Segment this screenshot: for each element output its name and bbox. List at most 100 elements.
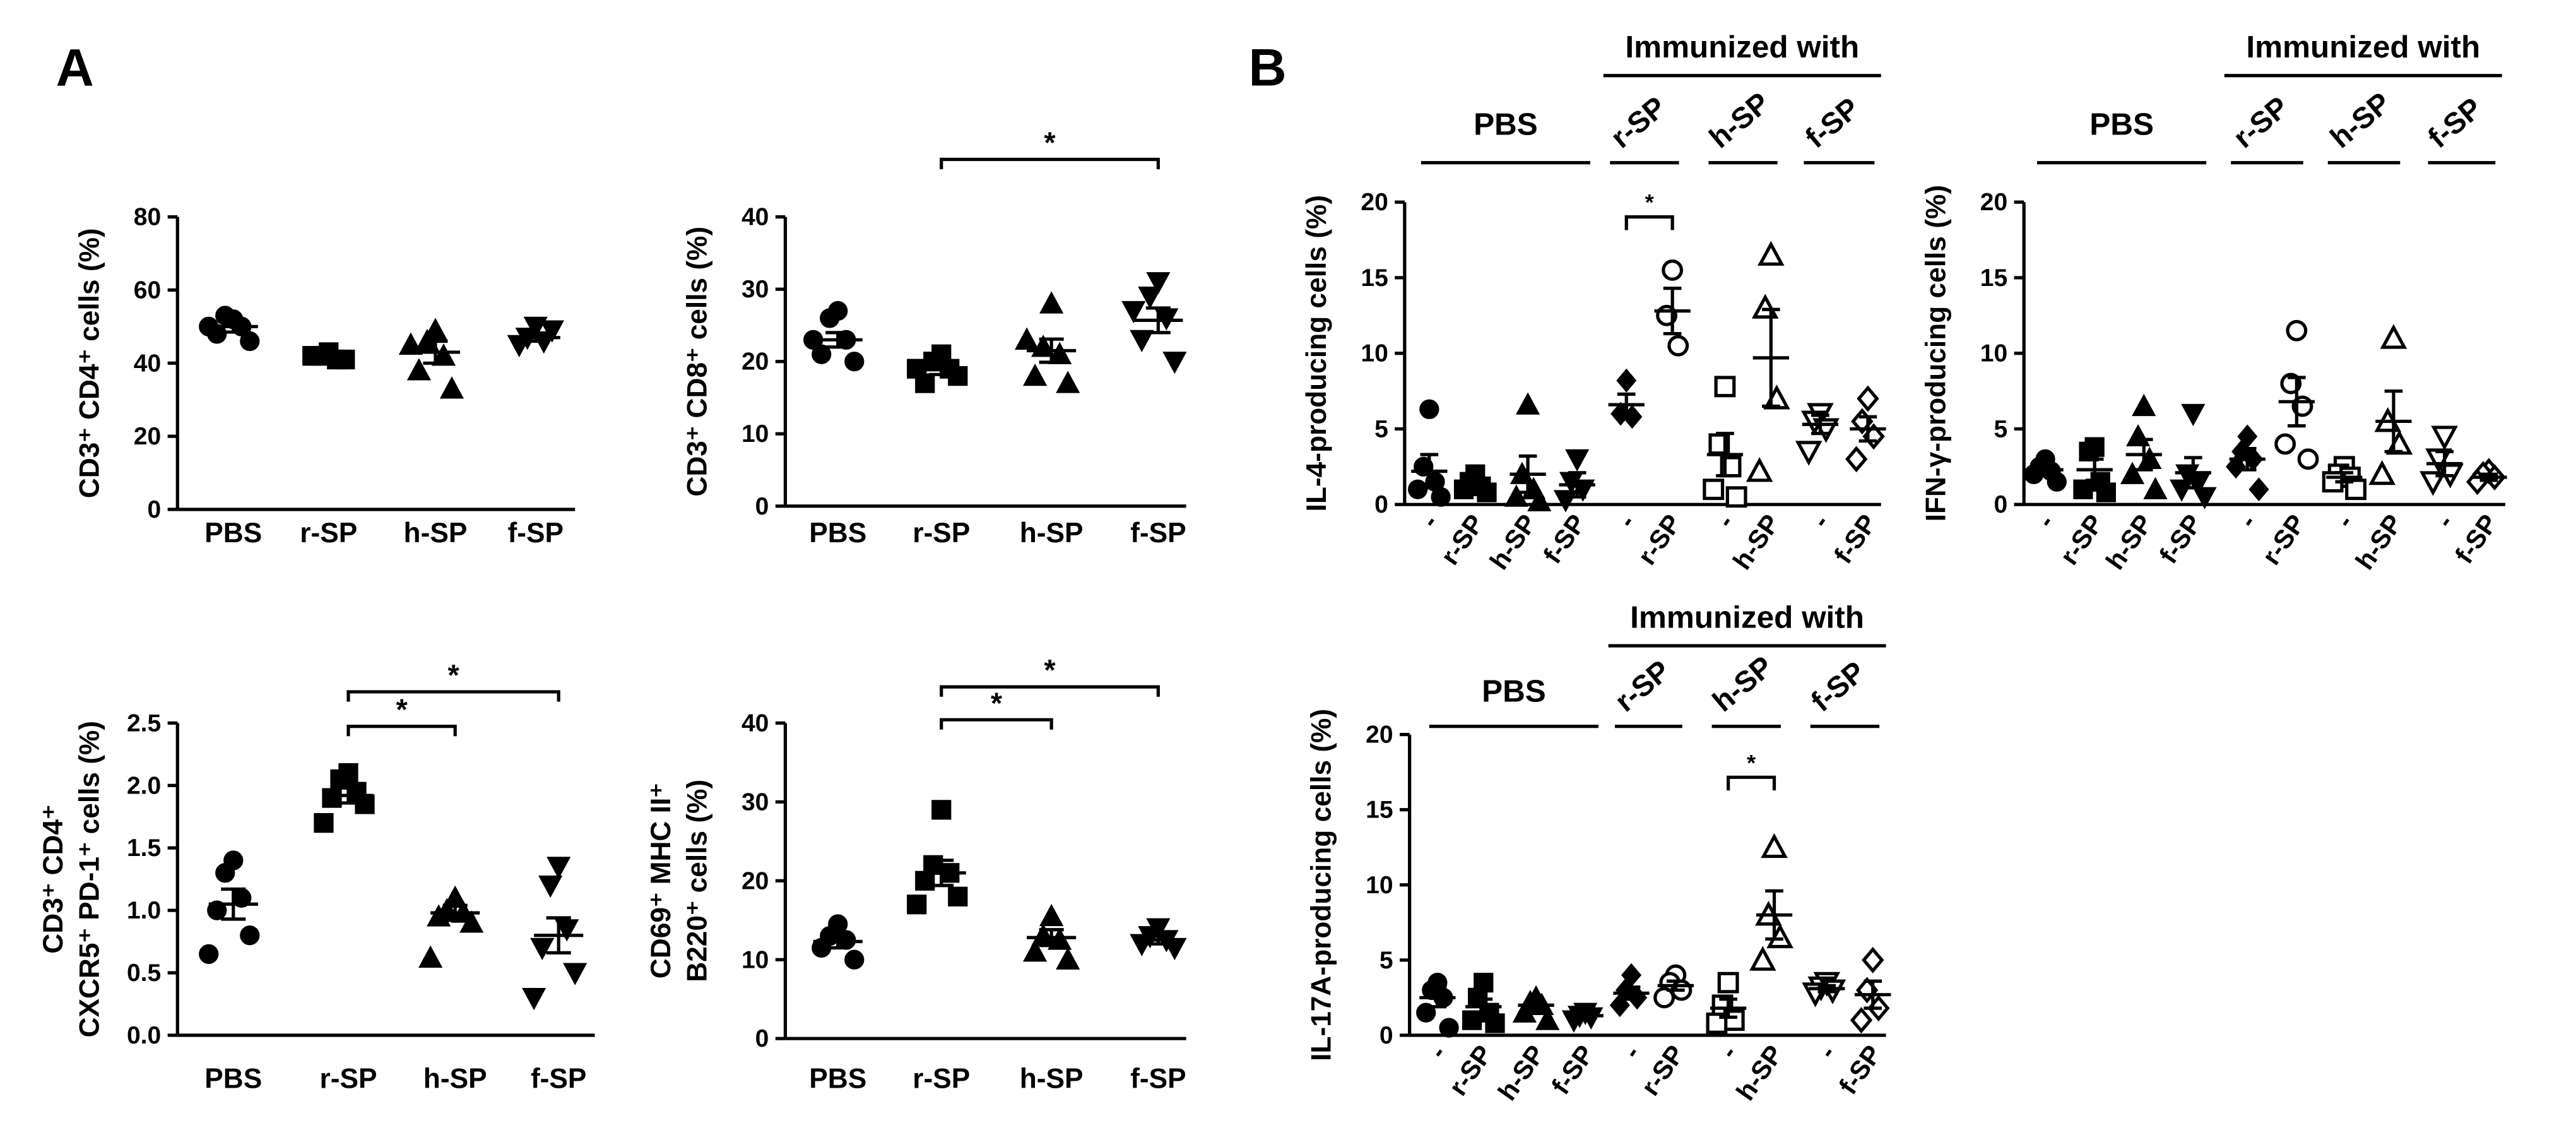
y-tick-label: 0.0 [127,1022,161,1049]
x-tick-label: h-SP [1730,1040,1789,1106]
x-tick-label: - [1805,509,1835,533]
x-tick-label: r-SP [2054,509,2110,570]
x-tick-label: r-SP [1635,1040,1691,1101]
sem-bar [336,786,361,805]
significance-label: * [991,687,1003,720]
x-tick-label: f-SP [2449,509,2503,569]
x-tick-label: r-SP [319,1063,377,1094]
panel-label: B [1249,38,1287,97]
x-tick-label: PBS [809,1063,866,1094]
x-tick-label: PBS [204,1063,262,1094]
significance-label: * [396,693,408,726]
data-point [1717,972,1739,994]
y-tick-label: 10 [1366,872,1393,899]
data-point [1023,363,1048,386]
data-point [1504,484,1528,507]
data-point [1850,1007,1873,1034]
x-tick-label: f-SP [508,518,564,549]
data-point [406,358,432,381]
data-point [844,949,865,970]
y-tick-label: 30 [741,788,769,816]
significance-bracket [940,685,1160,697]
y-tick-label: 20 [134,423,161,450]
data-point [1706,1013,1728,1034]
sem-bar [1039,928,1064,948]
data-point [2192,487,2217,509]
sem-bar [221,887,246,921]
sem-bar [1474,997,1493,1016]
significance-bracket [940,718,1053,730]
sem-bar [1568,471,1586,499]
data-point [1431,487,1451,507]
y-tick-label: 0 [1994,491,2007,518]
x-tick-label: f-SP [1537,509,1592,569]
y-tick-label: 1.5 [127,835,161,862]
data-point [1751,294,1779,319]
data-point [1857,385,1879,412]
y-axis-label: IL-4-producing cells (%) [1301,195,1332,512]
y-tick-label: 0 [755,493,769,520]
data-point [1023,939,1048,962]
data-point [2297,448,2319,470]
x-tick-label: - [1612,509,1641,533]
y-tick-label: 1.0 [127,897,161,924]
data-point [1749,946,1776,971]
x-tick-label: h-SP [2349,509,2408,575]
sem-bar [316,352,341,360]
data-point [431,343,456,366]
group-label: Immunized with [2246,30,2480,64]
data-point [2073,479,2093,499]
data-point [2170,479,2194,502]
x-tick-label: - [1617,1040,1646,1064]
data-point [820,308,840,328]
y-tick-label: 10 [741,946,769,973]
group-label: PBS [2089,107,2154,141]
x-tick-label: r-SP [300,518,357,549]
group-label: h-SP [2324,86,2397,154]
y-tick-label: 15 [1361,264,1388,292]
x-tick-label: f-SP [1130,518,1186,549]
data-point [1146,272,1171,295]
sem-bar [1817,984,1836,994]
y-tick-label: 40 [134,350,161,377]
data-point [2274,433,2296,455]
x-tick-label: - [1422,1040,1451,1064]
group-label: PBS [1482,674,1546,709]
data-point [240,331,260,352]
y-tick-label: 15 [1366,797,1393,824]
sem-bar [2085,457,2104,482]
data-point [2345,478,2366,501]
data-point [1039,291,1064,314]
data-point [215,863,235,883]
group-label: f-SP [1799,91,1865,154]
data-point [1703,478,1725,501]
sem-bar [929,859,954,888]
data-point [1845,446,1868,473]
data-point [1485,1013,1505,1033]
sem-bar [1663,287,1682,336]
data-point [2120,461,2145,484]
sem-bar [1617,392,1636,417]
data-point [459,910,484,933]
x-tick-label: h-SP [1492,1040,1551,1106]
y-tick-label: 80 [134,204,161,231]
data-point [1014,327,1039,350]
sem-bar [523,332,548,343]
significance-bracket [346,724,457,737]
y-tick-label: 40 [741,710,769,737]
x-tick-label: - [1713,1040,1742,1064]
y-axis-label: CD3⁺ CD4⁺ [38,805,69,954]
x-tick-label: PBS [204,518,262,549]
data-point [322,788,342,808]
group-label: r-SP [1604,90,1672,155]
y-axis-label: IFN-γ-producing cells (%) [1920,185,1951,521]
data-point [2181,403,2206,427]
x-tick-label: - [2031,509,2060,533]
y-tick-label: 5 [1380,947,1393,974]
x-tick-label: h-SP [1484,509,1542,575]
data-point [1056,947,1080,970]
group-label: Immunized with [1625,30,1859,64]
data-point [540,320,564,343]
data-point [1553,490,1578,513]
